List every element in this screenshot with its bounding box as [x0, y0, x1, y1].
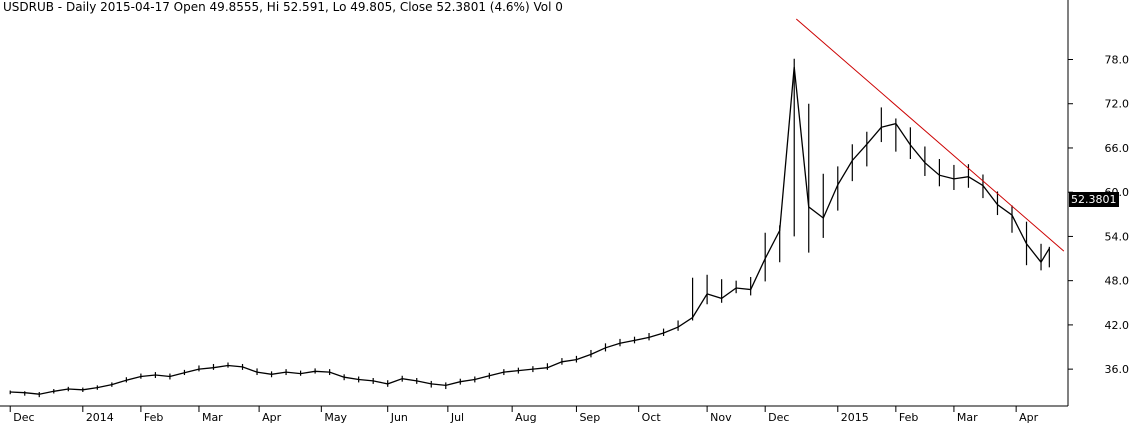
- x-tick-label: Dec: [13, 411, 34, 424]
- x-tick-label: Sep: [579, 411, 600, 424]
- x-tick-label: Apr: [262, 411, 282, 424]
- trendline: [795, 18, 1065, 252]
- x-tick-label: Mar: [202, 411, 223, 424]
- chart-title: USDRUB - Daily 2015-04-17 Open 49.8555, …: [3, 0, 563, 14]
- x-tick-label: Oct: [642, 411, 662, 424]
- close-line: [10, 66, 1050, 395]
- x-tick-label: Apr: [1019, 411, 1039, 424]
- x-tick-label: Nov: [710, 411, 732, 424]
- y-tick-label: 72.0: [1105, 98, 1130, 111]
- x-tick-label: Feb: [144, 411, 163, 424]
- trendline-layer: [795, 18, 1065, 252]
- y-tick-label: 42.0: [1105, 319, 1130, 332]
- x-axis: Dec 2014 Feb Mar Apr May Jun Jul Aug Sep Oct Nov Dec…: [0, 405, 1068, 424]
- x-tick-label: Dec: [768, 411, 789, 424]
- x-tick-label: May: [324, 411, 347, 424]
- x-tick-label: 2015: [841, 411, 869, 424]
- x-tick-label: Feb: [899, 411, 918, 424]
- x-tick-label: Aug: [515, 411, 536, 424]
- last-price-label: 52.3801: [1069, 192, 1119, 207]
- x-tick-label: Mar: [957, 411, 978, 424]
- x-tick-label: Jul: [450, 411, 464, 424]
- plot-area: [9, 58, 1050, 398]
- x-tick-label: 2014: [86, 411, 114, 424]
- y-tick-label: 48.0: [1105, 275, 1130, 288]
- y-tick-label: 66.0: [1105, 142, 1130, 155]
- y-tick-label: 36.0: [1105, 363, 1130, 376]
- y-tick-label: 78.0: [1105, 53, 1130, 66]
- y-tick-label: 54.0: [1105, 230, 1130, 243]
- x-tick-label: Jun: [390, 411, 408, 424]
